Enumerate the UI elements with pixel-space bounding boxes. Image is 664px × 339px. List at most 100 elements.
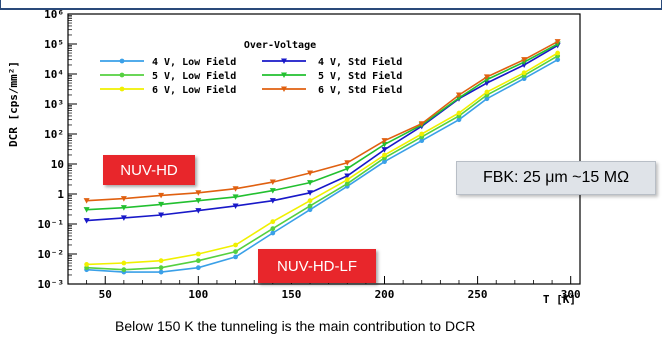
data-point <box>232 186 239 192</box>
x-tick-label: 250 <box>468 288 488 301</box>
data-point <box>554 39 561 45</box>
data-point <box>158 265 164 271</box>
data-point <box>344 173 351 179</box>
data-point <box>381 147 388 153</box>
data-point <box>307 180 314 186</box>
data-point <box>158 212 165 218</box>
series-line <box>86 40 559 202</box>
y-tick-label: 10⁻² <box>38 248 65 261</box>
data-point <box>83 218 90 224</box>
series-line <box>86 44 559 222</box>
data-point <box>418 121 425 127</box>
legend-label: 6 V, Std Field <box>318 84 402 96</box>
data-point <box>455 92 462 98</box>
data-point <box>555 57 561 63</box>
data-point <box>483 80 490 87</box>
x-axis-label: T [K] <box>543 293 576 306</box>
data-point <box>233 242 238 248</box>
y-tick-label: 10⁵ <box>44 38 64 51</box>
y-tick-label: 10⁴ <box>44 68 64 81</box>
data-point <box>195 258 201 264</box>
data-point <box>484 89 490 95</box>
legend-label: 4 V, Std Field <box>318 56 402 68</box>
data-point <box>456 117 462 123</box>
data-point <box>120 205 127 211</box>
legend-entry: 4 V, Std Field <box>262 56 402 68</box>
data-point <box>195 208 202 214</box>
nuv-hd-label: NUV-HD <box>103 155 195 185</box>
series-6-v-std-field <box>83 39 561 204</box>
data-point <box>307 203 313 209</box>
data-point <box>270 226 276 232</box>
data-point <box>158 258 164 264</box>
data-point <box>119 86 125 92</box>
data-point <box>307 190 314 196</box>
y-tick-label: 10⁶ <box>44 8 64 21</box>
data-point <box>382 159 387 165</box>
x-tick-label: 300 <box>561 288 581 301</box>
data-point <box>381 141 388 148</box>
data-point <box>270 219 276 225</box>
series-line <box>86 43 559 211</box>
y-tick-label: 10 <box>51 158 64 171</box>
data-point <box>307 198 313 204</box>
legend-label: 5 V, Low Field <box>152 70 236 82</box>
legend-entry: 5 V, Std Field <box>262 70 402 82</box>
y-tick-label: 1 <box>57 188 64 201</box>
data-point <box>521 62 528 68</box>
legend-entry: 5 V, Low Field <box>100 70 236 82</box>
y-tick-label: 10⁻³ <box>38 278 65 291</box>
data-point <box>121 267 127 273</box>
data-point <box>419 138 425 144</box>
data-point <box>344 181 350 187</box>
dcr-chart: 50 100 150 200 250 300 10⁻³ 10⁻² 10⁻¹ 1 10 10² 10³ 10… <box>7 8 581 306</box>
series-line <box>86 59 559 273</box>
data-point <box>233 254 238 260</box>
data-point <box>158 201 165 208</box>
legend-entry: 6 V, Low Field <box>100 84 236 96</box>
x-tick-label: 150 <box>281 288 301 301</box>
data-point <box>195 265 201 271</box>
data-point <box>381 138 388 144</box>
data-point <box>232 194 239 200</box>
legend-label: 4 V, Low Field <box>152 56 236 68</box>
data-point <box>419 131 425 137</box>
x-tick-label: 200 <box>375 288 395 301</box>
data-point <box>521 70 527 76</box>
nuv-hd-lf-label: NUV-HD-LF <box>258 249 376 283</box>
data-point <box>307 170 314 177</box>
data-point <box>521 57 528 63</box>
data-point <box>119 58 125 64</box>
data-point <box>555 50 561 56</box>
x-tick-label: 100 <box>188 288 208 301</box>
y-tick-label: 10² <box>44 128 64 141</box>
slide-caption: Below 150 K the tunneling is the main co… <box>115 318 476 334</box>
series-6-v-low-field <box>84 50 561 267</box>
y-tick-label: 10⁻¹ <box>38 218 65 231</box>
series-line <box>86 55 559 271</box>
data-point <box>232 203 239 209</box>
legend-title: Over-Voltage <box>244 40 316 51</box>
data-point <box>307 207 313 213</box>
y-axis-label: DCR [cps/mm²] <box>7 61 20 147</box>
data-point <box>233 249 238 255</box>
legend-entry: 6 V, Std Field <box>262 84 402 96</box>
x-tick-label: 50 <box>99 288 112 301</box>
data-point <box>158 269 164 275</box>
data-point <box>195 190 202 196</box>
data-point <box>119 72 125 78</box>
data-point <box>269 188 276 194</box>
fbk-sensor-note: FBK: 25 μm ~15 MΩ <box>456 161 656 195</box>
data-point <box>281 58 287 64</box>
data-point <box>344 166 351 172</box>
series-line <box>86 52 559 266</box>
data-point <box>83 198 90 204</box>
data-point <box>120 196 127 202</box>
slide-frame <box>0 0 662 10</box>
data-point <box>269 198 276 204</box>
data-point <box>195 251 201 257</box>
data-point <box>344 177 350 183</box>
data-point <box>195 198 202 204</box>
data-point <box>281 72 287 78</box>
data-point <box>344 160 351 166</box>
